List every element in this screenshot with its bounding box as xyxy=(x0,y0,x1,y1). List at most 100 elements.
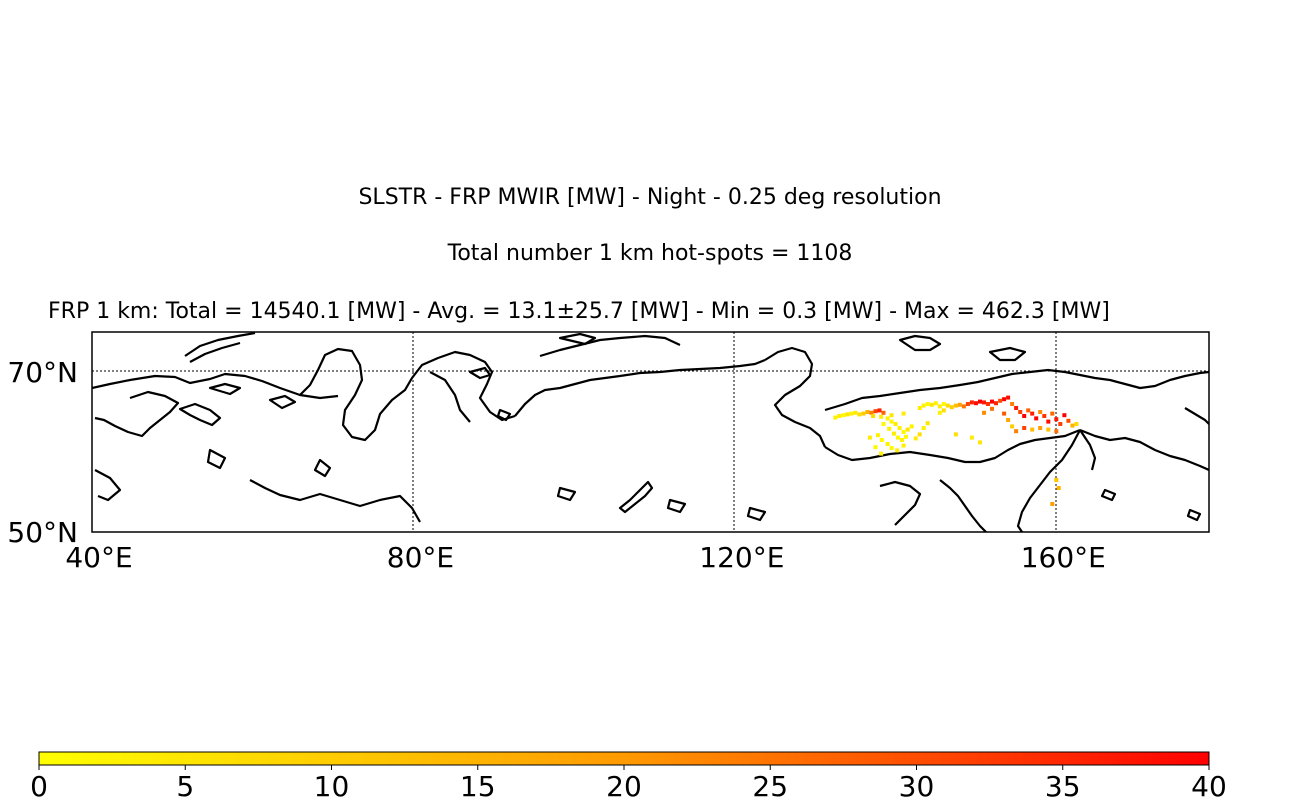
hotspot-mark xyxy=(879,451,884,456)
lat-tick-label: 50°N xyxy=(7,516,78,549)
latitude-labels: 50°N 70°N xyxy=(7,356,78,549)
hotspot-mark xyxy=(982,400,986,405)
hotspot-mark xyxy=(1006,395,1011,400)
hotspot-mark xyxy=(1030,411,1035,416)
hotspot-mark xyxy=(881,422,886,426)
coastlines xyxy=(92,332,1209,532)
hotspot-mark xyxy=(953,432,958,437)
hotspot-mark xyxy=(921,426,926,430)
hotspot-mark xyxy=(885,416,890,421)
hotspot-mark xyxy=(865,410,870,414)
hotspot-mark xyxy=(1014,429,1019,434)
map-title-line-1: SLSTR - FRP MWIR [MW] - Night - 0.25 deg… xyxy=(358,185,942,210)
hotspot-mark xyxy=(1062,413,1067,418)
hotspot-mark xyxy=(905,427,910,432)
hotspot-mark xyxy=(869,410,874,415)
hotspot-mark xyxy=(957,402,962,407)
hotspot-mark xyxy=(904,434,908,439)
colorbar-tick-label: 10 xyxy=(314,770,350,800)
hotspot-mark xyxy=(1038,410,1043,414)
hotspot-mark xyxy=(889,413,894,418)
hotspot-layer xyxy=(833,395,1079,506)
hotspot-mark xyxy=(1058,422,1063,426)
colorbar-tick-label: 40 xyxy=(1191,770,1227,800)
hotspot-mark xyxy=(986,402,990,406)
hotspot-mark xyxy=(879,414,884,419)
colorbar-ticks: 0 5 10 15 20 25 30 35 40 xyxy=(30,765,1227,800)
lon-tick-label: 160°E xyxy=(1021,541,1106,574)
hotspot-mark xyxy=(994,401,998,406)
hotspot-mark xyxy=(1054,478,1059,482)
hotspot-mark xyxy=(853,410,858,415)
hotspot-mark xyxy=(885,442,890,446)
hotspot-mark xyxy=(949,405,954,410)
colorbar-tick-label: 35 xyxy=(1045,770,1081,800)
hotspot-mark xyxy=(982,410,986,415)
hotspot-mark xyxy=(998,398,1003,403)
hotspot-mark xyxy=(845,412,850,417)
hotspot-mark xyxy=(978,440,982,445)
colorbar-tick-label: 0 xyxy=(30,770,48,800)
map-title-line-2: Total number 1 km hot-spots = 1108 xyxy=(447,241,853,266)
map-title-line-3: FRP 1 km: Total = 14540.1 [MW] - Avg. = … xyxy=(48,299,1110,324)
hotspot-mark xyxy=(877,408,882,413)
hotspot-mark xyxy=(921,403,926,408)
hotspot-mark xyxy=(1074,422,1079,426)
hotspot-mark xyxy=(889,446,894,450)
hotspot-mark xyxy=(901,430,906,434)
longitude-labels: 40°E 80°E 120°E 160°E xyxy=(65,541,1106,574)
hotspot-mark xyxy=(1034,416,1039,421)
map-frame xyxy=(91,331,1210,533)
hotspot-mark xyxy=(1018,410,1023,414)
colorbar-tick-label: 5 xyxy=(176,770,194,800)
hotspot-mark xyxy=(1014,406,1019,410)
hotspot-mark xyxy=(1022,426,1027,430)
lat-tick-label: 70°N xyxy=(7,356,78,389)
hotspot-mark xyxy=(841,413,846,418)
hotspot-mark xyxy=(1010,402,1015,406)
hotspot-mark xyxy=(925,421,930,426)
hotspot-mark xyxy=(873,409,878,414)
hotspot-mark xyxy=(941,402,946,406)
hotspot-mark xyxy=(900,438,904,442)
hotspot-mark xyxy=(969,400,974,405)
hotspot-mark xyxy=(893,422,898,426)
hotspot-mark xyxy=(929,402,934,407)
hotspot-mark xyxy=(965,402,970,406)
hotspot-mark xyxy=(896,435,900,440)
hotspot-mark xyxy=(1046,427,1051,432)
hotspot-mark xyxy=(1002,397,1007,402)
hotspot-mark xyxy=(1066,418,1071,423)
hotspot-mark xyxy=(897,426,902,430)
hotspot-mark xyxy=(867,435,872,440)
hotspot-mark xyxy=(1054,429,1059,434)
hotspot-mark xyxy=(1030,427,1035,432)
hotspot-mark xyxy=(1056,486,1061,490)
hotspot-mark xyxy=(1002,411,1007,416)
hotspot-mark xyxy=(1054,417,1059,422)
hotspot-mark xyxy=(937,410,942,415)
hotspot-mark xyxy=(1022,414,1027,418)
hotspot-mark xyxy=(1050,502,1055,506)
hotspot-mark xyxy=(978,399,982,404)
hotspot-mark xyxy=(833,415,838,420)
hotspot-mark xyxy=(1006,418,1011,422)
hotspot-mark xyxy=(925,402,930,406)
hotspot-mark xyxy=(941,408,946,413)
hotspot-mark xyxy=(917,406,922,410)
hotspot-mark xyxy=(875,433,880,438)
hotspot-mark xyxy=(990,399,994,404)
colorbar-tick-label: 25 xyxy=(752,770,788,800)
hotspot-mark xyxy=(1042,414,1047,418)
hotspot-mark xyxy=(917,432,922,437)
hotspot-mark xyxy=(889,419,894,424)
lon-tick-label: 80°E xyxy=(387,541,454,574)
hotspot-mark xyxy=(1046,419,1051,424)
hotspot-mark xyxy=(901,443,906,448)
hotspot-mark xyxy=(945,403,950,408)
hotspot-mark xyxy=(1038,426,1043,430)
hotspot-mark xyxy=(937,404,942,409)
hotspot-mark xyxy=(953,403,958,408)
hotspot-mark xyxy=(990,406,994,411)
hotspot-mark xyxy=(861,411,866,416)
